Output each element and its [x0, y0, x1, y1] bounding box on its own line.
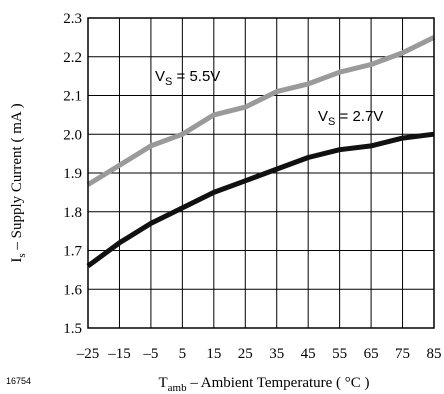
series-label-5v5: VS = 5.5V — [155, 68, 220, 88]
x-tick-label: –15 — [107, 346, 131, 362]
y-axis-title: Is – Supply Current ( mA ) — [9, 103, 28, 262]
y-tick-label: 1.5 — [63, 321, 82, 337]
series-line-0 — [86, 35, 436, 187]
series-lines — [86, 35, 436, 269]
series-label-2v7: VS = 2.7V — [318, 108, 383, 128]
y-tick-label: 1.9 — [63, 166, 82, 182]
series-line-1 — [86, 131, 435, 269]
x-tick-label: 55 — [332, 346, 347, 362]
y-tick-label: 1.8 — [63, 205, 82, 221]
x-tick-label: 5 — [179, 346, 187, 362]
x-tick-label: 15 — [206, 346, 221, 362]
x-tick-label: 25 — [238, 346, 253, 362]
x-tick-label: 45 — [301, 346, 316, 362]
x-tick-label: 85 — [427, 346, 442, 362]
y-tick-label: 1.6 — [63, 282, 82, 298]
x-tick-labels: –25 –15 –5 5 15 25 35 45 55 65 75 85 — [76, 346, 442, 362]
y-tick-label: 2.0 — [63, 127, 82, 143]
x-tick-label: 35 — [269, 346, 284, 362]
x-tick-label: 75 — [395, 346, 410, 362]
y-tick-label: 2.3 — [63, 11, 82, 27]
x-tick-label: 65 — [364, 346, 379, 362]
y-tick-labels: 1.5 1.6 1.7 1.8 1.9 2.0 2.1 2.2 2.3 — [63, 11, 82, 337]
plot-frame — [87, 17, 435, 329]
figure-id: 16754 — [6, 376, 31, 386]
y-tick-label: 2.1 — [63, 89, 82, 105]
x-tick-label: –25 — [76, 346, 100, 362]
y-tick-label: 1.7 — [63, 244, 82, 260]
x-tick-label: –5 — [142, 346, 158, 362]
x-axis-title: Tamb – Ambient Temperature ( °C ) — [158, 375, 369, 394]
y-tick-label: 2.2 — [63, 50, 82, 66]
